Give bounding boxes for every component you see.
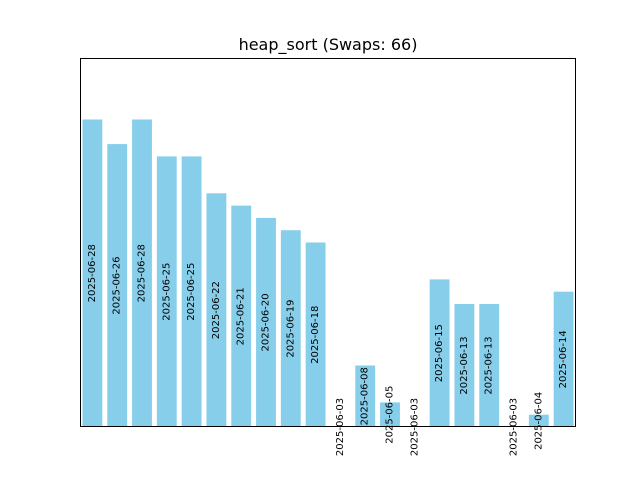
bar-label-4: 2025-06-25 xyxy=(161,263,172,321)
bar-label-15: 2025-06-15 xyxy=(434,324,445,382)
bar-label-2: 2025-06-26 xyxy=(112,256,123,314)
bar-label-1: 2025-06-28 xyxy=(87,244,98,302)
bar-label-6: 2025-06-22 xyxy=(211,281,222,339)
bar-3 xyxy=(132,119,152,427)
bar-13 xyxy=(380,402,400,427)
bar-label-10: 2025-06-18 xyxy=(310,306,321,364)
bar-12 xyxy=(355,365,376,427)
bar-label-13: 2025-06-05 xyxy=(385,386,396,444)
bar-label-9: 2025-06-19 xyxy=(285,300,296,358)
bar-20 xyxy=(553,291,574,427)
bar-8 xyxy=(256,217,276,427)
bar-17 xyxy=(479,304,500,427)
bar-5 xyxy=(181,156,202,427)
bar-label-17: 2025-06-13 xyxy=(484,336,495,394)
bar-7 xyxy=(231,205,252,427)
bar-16 xyxy=(454,304,475,427)
bar-label-3: 2025-06-28 xyxy=(137,244,148,302)
bar-label-19: 2025-06-04 xyxy=(533,392,544,450)
bar-1 xyxy=(82,119,103,427)
bar-19 xyxy=(528,414,549,427)
bar-2 xyxy=(107,144,128,427)
bar-label-20: 2025-06-14 xyxy=(558,330,569,388)
bar-label-12: 2025-06-08 xyxy=(360,367,371,425)
bar-labels-group: 2025-06-28 2025-06-26 2025-06-28 2025-06-25… xyxy=(87,244,569,456)
bar-label-16: 2025-06-13 xyxy=(459,336,470,394)
bar-label-7: 2025-06-21 xyxy=(236,287,247,345)
bar-9 xyxy=(280,230,301,427)
bars-group xyxy=(82,119,574,427)
bar-10 xyxy=(305,242,326,427)
bar-label-5: 2025-06-25 xyxy=(186,263,197,321)
bar-6 xyxy=(206,193,227,427)
plot-frame xyxy=(80,58,576,427)
chart-title: heap_sort (Swaps: 66) xyxy=(239,35,418,55)
bar-15 xyxy=(429,279,450,427)
bar-4 xyxy=(156,156,177,427)
bar-label-8: 2025-06-20 xyxy=(261,293,272,351)
